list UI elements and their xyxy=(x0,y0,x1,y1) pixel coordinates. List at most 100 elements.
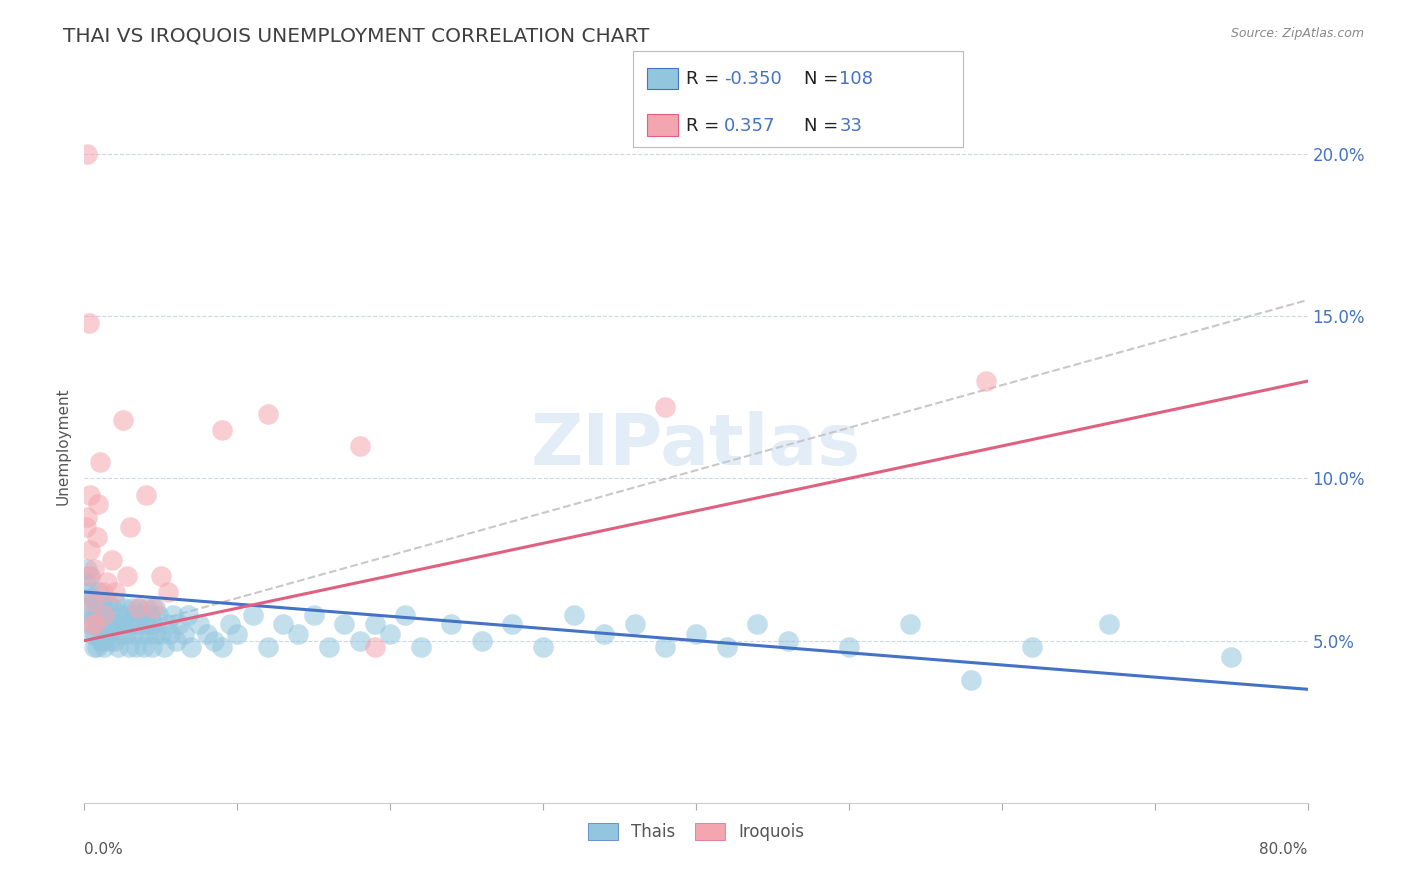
Text: 33: 33 xyxy=(839,117,862,135)
Point xyxy=(898,617,921,632)
Point xyxy=(77,568,100,582)
Point xyxy=(108,607,131,622)
Point xyxy=(129,627,152,641)
Point xyxy=(89,607,111,622)
Point xyxy=(87,497,110,511)
Point xyxy=(115,568,138,582)
Point xyxy=(364,640,387,654)
Point xyxy=(143,601,166,615)
Point xyxy=(80,627,103,641)
Point xyxy=(685,627,707,641)
Point xyxy=(562,607,585,622)
Point xyxy=(157,585,180,599)
Point xyxy=(125,640,148,654)
Point xyxy=(91,633,114,648)
Point xyxy=(146,607,169,622)
Point xyxy=(76,601,98,615)
Point xyxy=(76,510,98,524)
Point xyxy=(90,617,112,632)
Point xyxy=(1220,649,1243,664)
Point xyxy=(380,627,402,641)
Point xyxy=(87,617,110,632)
Point xyxy=(302,607,325,622)
Point xyxy=(93,617,115,632)
Point xyxy=(86,530,108,544)
Point xyxy=(79,568,101,582)
Text: 0.357: 0.357 xyxy=(724,117,776,135)
Point xyxy=(153,640,176,654)
Point xyxy=(80,617,103,632)
Point xyxy=(80,595,103,609)
Point xyxy=(120,617,142,632)
Point xyxy=(654,400,676,414)
Point xyxy=(91,601,114,615)
Point xyxy=(409,640,432,654)
Point xyxy=(89,455,111,469)
Point xyxy=(364,617,387,632)
Point xyxy=(211,423,233,437)
Point xyxy=(156,617,179,632)
Text: Source: ZipAtlas.com: Source: ZipAtlas.com xyxy=(1230,27,1364,40)
Point xyxy=(440,617,463,632)
Point xyxy=(104,585,127,599)
Point xyxy=(84,627,107,641)
Point xyxy=(139,607,162,622)
Point xyxy=(104,595,127,609)
Point xyxy=(257,407,280,421)
Point xyxy=(624,617,647,632)
Point xyxy=(105,617,128,632)
Point xyxy=(531,640,554,654)
Point xyxy=(77,607,100,622)
Text: R =: R = xyxy=(686,117,731,135)
Text: THAI VS IROQUOIS UNEMPLOYMENT CORRELATION CHART: THAI VS IROQUOIS UNEMPLOYMENT CORRELATIO… xyxy=(63,27,650,45)
Point xyxy=(84,595,107,609)
Point xyxy=(128,601,150,615)
Point xyxy=(112,601,135,615)
Text: -0.350: -0.350 xyxy=(724,70,782,88)
Legend: Thais, Iroquois: Thais, Iroquois xyxy=(581,816,811,848)
Point xyxy=(87,585,110,599)
Point xyxy=(79,488,101,502)
Point xyxy=(716,640,738,654)
Point xyxy=(159,627,181,641)
Point xyxy=(177,607,200,622)
Point xyxy=(136,601,159,615)
Point xyxy=(131,607,153,622)
Point xyxy=(135,488,157,502)
Point xyxy=(76,147,98,161)
Point xyxy=(121,601,143,615)
Text: 108: 108 xyxy=(839,70,873,88)
Point xyxy=(75,520,97,534)
Point xyxy=(111,413,134,427)
Text: N =: N = xyxy=(804,70,844,88)
Point xyxy=(211,640,233,654)
Point xyxy=(471,633,494,648)
Point xyxy=(94,607,117,622)
Point xyxy=(75,575,97,590)
Point xyxy=(89,633,111,648)
Text: R =: R = xyxy=(686,70,725,88)
Point xyxy=(318,640,340,654)
Point xyxy=(349,439,371,453)
Text: 0.0%: 0.0% xyxy=(84,842,124,857)
Point xyxy=(145,627,167,641)
Point xyxy=(83,562,105,576)
Point xyxy=(122,627,145,641)
Point xyxy=(502,617,524,632)
Text: ZIPatlas: ZIPatlas xyxy=(531,411,860,481)
Point xyxy=(83,640,105,654)
Point xyxy=(110,627,132,641)
Point xyxy=(149,627,172,641)
Point xyxy=(114,627,136,641)
Point xyxy=(79,617,101,632)
Point xyxy=(93,607,115,622)
Point xyxy=(107,640,129,654)
Point xyxy=(218,617,240,632)
Point xyxy=(242,607,264,622)
Point xyxy=(77,316,100,330)
Point xyxy=(654,640,676,654)
Point xyxy=(80,591,103,606)
Point xyxy=(394,607,416,622)
Point xyxy=(747,617,769,632)
Point xyxy=(120,520,142,534)
